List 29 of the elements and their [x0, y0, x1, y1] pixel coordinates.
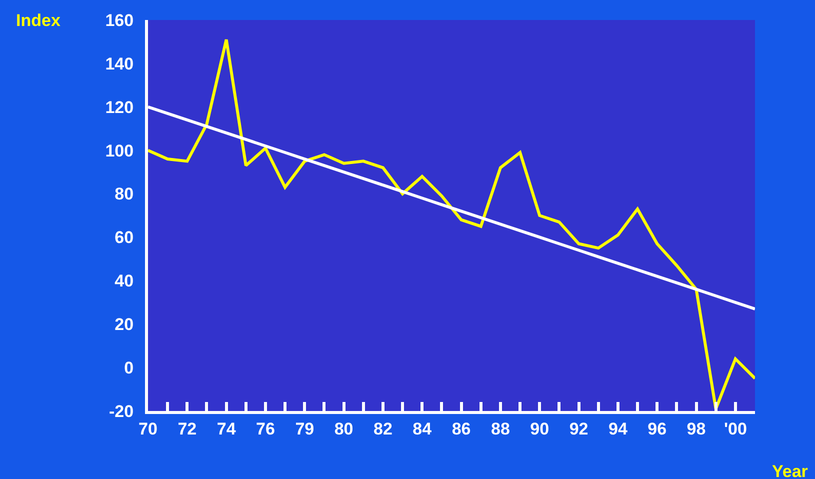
line-series [148, 38, 755, 410]
y-tick-label: 160 [105, 10, 134, 30]
y-tick-label: -20 [109, 402, 134, 421]
y-tick-label: 100 [105, 141, 134, 160]
x-tick-label: 96 [648, 419, 667, 438]
x-tick-label: 82 [374, 419, 392, 438]
y-axis-title: Index [16, 11, 61, 30]
y-tick-label: 60 [114, 228, 134, 248]
y-tick-label: 120 [105, 98, 134, 117]
x-axis-title: Year [772, 462, 808, 479]
x-tick-label: 74 [216, 419, 236, 438]
x-tick-label: 72 [178, 419, 197, 438]
y-tick-label: 80 [114, 184, 134, 204]
x-tick-label: 86 [452, 419, 471, 438]
x-tick-label: 80 [334, 419, 354, 438]
x-tick-label: 90 [530, 419, 550, 438]
x-tick-label: 70 [138, 419, 158, 438]
y-tick-label: 40 [114, 272, 134, 291]
x-tick-label: 98 [686, 419, 706, 438]
x-tick-label: 88 [490, 419, 510, 438]
x-tick-label: 79 [295, 419, 314, 438]
y-tick-label: 140 [105, 54, 134, 74]
x-tick-label: 76 [256, 419, 275, 438]
x-tick-label: 92 [569, 419, 588, 438]
y-tick-label: 20 [114, 315, 134, 334]
x-tick-label: '00 [724, 419, 747, 438]
x-tick-label: 94 [608, 419, 628, 438]
y-tick-label: 0 [124, 358, 134, 378]
x-tick-label: 84 [412, 419, 432, 438]
